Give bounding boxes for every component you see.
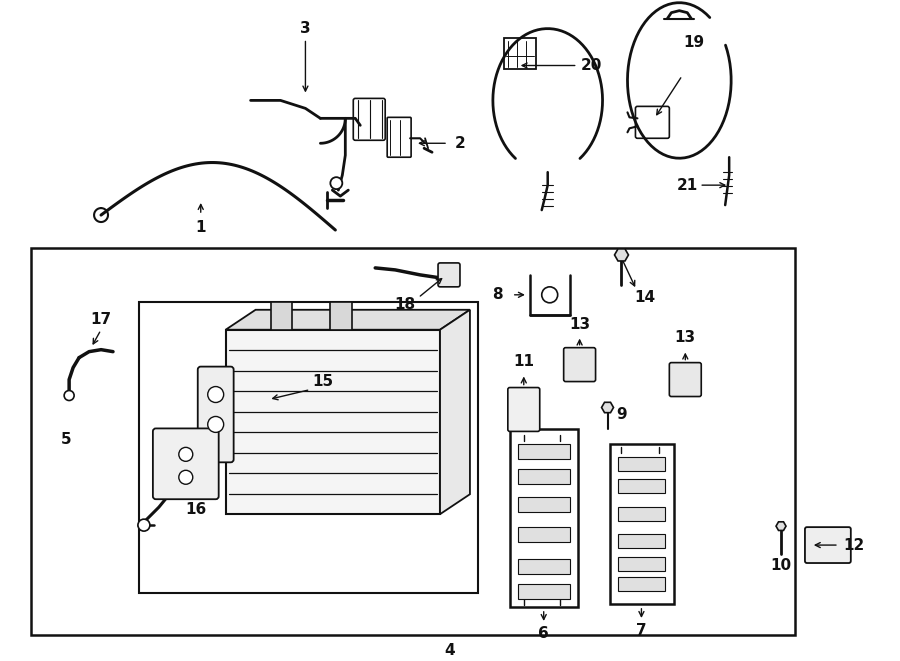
- Circle shape: [179, 447, 193, 461]
- Text: 3: 3: [300, 21, 310, 36]
- Bar: [509, 430, 578, 607]
- Text: 16: 16: [185, 502, 206, 517]
- Bar: [617, 577, 665, 591]
- Circle shape: [542, 287, 558, 303]
- Bar: [518, 584, 570, 599]
- Text: 15: 15: [311, 374, 333, 389]
- FancyBboxPatch shape: [354, 98, 385, 140]
- Circle shape: [208, 387, 224, 403]
- Text: 6: 6: [538, 627, 549, 641]
- Text: 1: 1: [195, 219, 206, 235]
- Text: 13: 13: [675, 330, 696, 345]
- Circle shape: [208, 416, 224, 432]
- FancyBboxPatch shape: [504, 38, 536, 69]
- Text: 17: 17: [91, 312, 112, 327]
- Bar: [617, 457, 665, 471]
- FancyBboxPatch shape: [635, 106, 670, 138]
- Text: 19: 19: [684, 35, 705, 50]
- Circle shape: [138, 519, 150, 531]
- Bar: [518, 444, 570, 459]
- Bar: [617, 534, 665, 548]
- Bar: [139, 302, 478, 593]
- Text: 21: 21: [677, 178, 698, 192]
- FancyBboxPatch shape: [563, 348, 596, 381]
- Text: 14: 14: [634, 290, 655, 305]
- Bar: [518, 469, 570, 485]
- Text: 10: 10: [770, 557, 792, 572]
- Polygon shape: [226, 310, 470, 330]
- Text: 12: 12: [843, 537, 864, 553]
- FancyBboxPatch shape: [153, 428, 219, 499]
- Text: 20: 20: [580, 58, 602, 73]
- Polygon shape: [615, 249, 628, 261]
- Bar: [226, 330, 440, 514]
- FancyBboxPatch shape: [438, 263, 460, 287]
- Text: 7: 7: [636, 623, 647, 639]
- Bar: [271, 302, 292, 330]
- Bar: [330, 302, 352, 330]
- Text: 4: 4: [445, 643, 455, 658]
- FancyBboxPatch shape: [198, 367, 234, 462]
- FancyBboxPatch shape: [805, 527, 850, 563]
- Circle shape: [64, 391, 74, 401]
- Polygon shape: [776, 522, 786, 530]
- Polygon shape: [440, 310, 470, 514]
- FancyBboxPatch shape: [508, 387, 540, 432]
- Text: 2: 2: [454, 136, 465, 151]
- Bar: [518, 559, 570, 574]
- Text: 5: 5: [61, 432, 71, 447]
- FancyBboxPatch shape: [387, 118, 411, 157]
- Bar: [32, 248, 795, 635]
- Text: 8: 8: [492, 288, 503, 302]
- Bar: [617, 507, 665, 521]
- Circle shape: [179, 470, 193, 485]
- Bar: [617, 557, 665, 571]
- Bar: [609, 444, 674, 604]
- Text: 18: 18: [394, 297, 416, 312]
- Text: 13: 13: [569, 317, 590, 332]
- Bar: [518, 527, 570, 542]
- Circle shape: [330, 177, 342, 189]
- Text: 9: 9: [616, 407, 626, 422]
- Text: 11: 11: [513, 354, 535, 369]
- Bar: [518, 497, 570, 512]
- Polygon shape: [601, 403, 614, 412]
- Bar: [617, 479, 665, 493]
- FancyBboxPatch shape: [670, 363, 701, 397]
